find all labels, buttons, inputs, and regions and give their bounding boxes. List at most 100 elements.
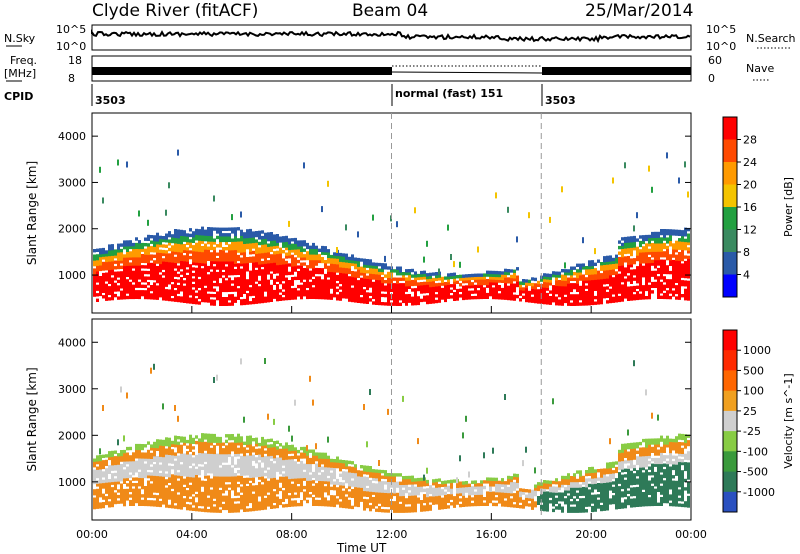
scatter-cell bbox=[216, 260, 219, 265]
scatter-cell bbox=[150, 287, 153, 292]
scatter-cell bbox=[669, 232, 672, 236]
scatter-cell bbox=[141, 444, 144, 448]
scatter-cell bbox=[156, 266, 159, 270]
scatter-cell bbox=[99, 267, 102, 272]
scatter-cell bbox=[636, 266, 639, 270]
scatter-cell bbox=[225, 252, 228, 256]
scatter-cell bbox=[561, 291, 564, 295]
scatter-cell bbox=[273, 289, 276, 294]
scatter-cell bbox=[132, 259, 135, 263]
scatter-cell bbox=[180, 489, 183, 493]
scatter-cell bbox=[357, 231, 359, 238]
scatter-cell bbox=[678, 246, 681, 250]
scatter-cell bbox=[660, 273, 663, 277]
scatter-cell bbox=[156, 285, 159, 289]
scatter-cell bbox=[99, 287, 102, 291]
scatter-cell bbox=[405, 294, 408, 298]
scatter-cell bbox=[255, 440, 258, 444]
scatter-cell bbox=[342, 270, 345, 274]
scatter-cell bbox=[375, 502, 378, 507]
scatter-cell bbox=[240, 285, 243, 289]
scatter-cell bbox=[102, 504, 105, 509]
scatter-cell bbox=[369, 292, 372, 296]
scatter-cell bbox=[105, 471, 108, 475]
scatter-cell bbox=[231, 498, 234, 502]
scatter-cell bbox=[276, 267, 279, 271]
scatter-cell bbox=[618, 298, 621, 303]
scatter-cell bbox=[213, 249, 216, 253]
scatter-cell bbox=[324, 276, 327, 280]
scatter-cell bbox=[396, 495, 399, 499]
scatter-cell bbox=[120, 273, 123, 278]
scatter-cell bbox=[237, 238, 240, 242]
scatter-cell bbox=[657, 287, 660, 291]
scatter-cell bbox=[96, 298, 99, 302]
scatter-cell bbox=[327, 254, 330, 258]
scatter-cell bbox=[186, 504, 189, 508]
scatter-cell bbox=[111, 263, 114, 267]
scatter-cell bbox=[471, 290, 474, 294]
scatter-cell bbox=[375, 491, 378, 496]
scatter-cell bbox=[231, 456, 234, 460]
scatter-cell bbox=[639, 257, 642, 261]
scatter-cell bbox=[150, 254, 153, 258]
scatter-cell bbox=[291, 260, 294, 264]
scatter-cell bbox=[594, 273, 597, 278]
scatter-cell bbox=[276, 250, 279, 255]
scatter-cell bbox=[129, 268, 132, 272]
scatter-cell bbox=[396, 294, 399, 298]
scatter-cell bbox=[228, 506, 231, 511]
scatter-cell bbox=[288, 458, 291, 463]
scatter-cell bbox=[159, 274, 162, 278]
scatter-cell bbox=[375, 475, 378, 479]
scatter-cell bbox=[366, 295, 369, 299]
scatter-cell bbox=[648, 237, 651, 241]
scatter-cell bbox=[255, 473, 258, 478]
scatter-cell bbox=[138, 273, 141, 277]
scatter-cell bbox=[285, 470, 288, 474]
scatter-cell bbox=[687, 275, 690, 279]
scatter-cell bbox=[225, 269, 228, 273]
scatter-cell bbox=[315, 477, 318, 481]
scatter-cell bbox=[249, 438, 252, 442]
scatter-cell bbox=[351, 491, 354, 496]
scatter-cell bbox=[243, 477, 246, 482]
scatter-cell bbox=[192, 256, 195, 260]
scatter-cell bbox=[93, 458, 96, 462]
scatter-cell bbox=[108, 481, 111, 486]
scatter-cell bbox=[363, 479, 366, 483]
scatter-cell bbox=[159, 257, 162, 262]
scatter-cell bbox=[393, 277, 396, 281]
scatter-cell bbox=[189, 445, 192, 450]
scatter-cell bbox=[618, 279, 621, 283]
scatter-cell bbox=[96, 265, 99, 269]
scatter-cell bbox=[393, 291, 396, 295]
scatter-cell bbox=[357, 492, 360, 496]
scatter-cell bbox=[258, 269, 261, 273]
scatter-cell bbox=[381, 282, 384, 286]
scatter-cell bbox=[249, 270, 252, 274]
scatter-cell bbox=[378, 506, 381, 510]
scatter-cell bbox=[348, 287, 351, 291]
scatter-cell bbox=[375, 284, 378, 289]
scatter-cell bbox=[165, 294, 168, 298]
scatter-cell bbox=[297, 265, 300, 269]
scatter-cell bbox=[108, 280, 111, 284]
scatter-cell bbox=[93, 274, 96, 278]
scatter-cell bbox=[207, 240, 210, 245]
scatter-cell bbox=[318, 477, 321, 481]
scatter-cell bbox=[231, 442, 234, 446]
scatter-cell bbox=[222, 476, 225, 480]
scatter-cell bbox=[324, 293, 327, 297]
scatter-cell bbox=[321, 284, 324, 289]
scatter-cell bbox=[321, 483, 324, 487]
scatter-cell bbox=[357, 266, 360, 270]
scatter-cell bbox=[273, 485, 276, 490]
scatter-cell bbox=[213, 459, 216, 463]
scatter-cell bbox=[576, 283, 579, 287]
scatter-cell bbox=[318, 486, 321, 490]
scatter-cell bbox=[198, 240, 201, 244]
scatter-cell bbox=[444, 284, 447, 289]
scatter-cell bbox=[168, 247, 171, 252]
scatter-cell bbox=[321, 270, 324, 275]
